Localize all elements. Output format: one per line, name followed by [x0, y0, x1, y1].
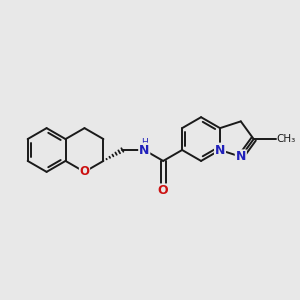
Text: O: O — [80, 165, 89, 178]
Text: N: N — [139, 143, 149, 157]
Text: N: N — [215, 143, 225, 157]
Text: H: H — [141, 137, 148, 146]
Text: O: O — [158, 184, 169, 197]
Text: N: N — [236, 150, 246, 163]
Text: CH₃: CH₃ — [277, 134, 296, 144]
